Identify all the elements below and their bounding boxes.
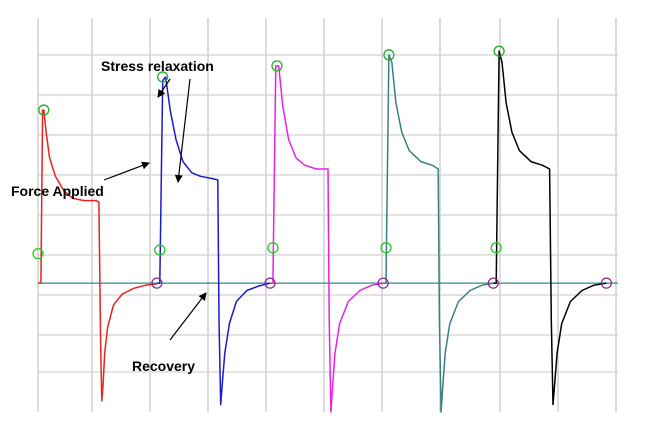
arrow-stress-relaxation-to-peak <box>157 78 171 98</box>
peak-marker-2 <box>157 71 169 83</box>
recovery-marker-3 <box>377 277 389 289</box>
annotation-force-applied: Force Applied <box>11 183 104 199</box>
series-line-cycle-4 <box>383 54 494 413</box>
recovery-marker-2 <box>264 277 276 289</box>
peak-marker-1 <box>38 104 50 116</box>
peak-marker-5 <box>493 45 505 57</box>
series-line-cycle-2 <box>156 76 271 406</box>
peak-marker-3 <box>271 60 283 72</box>
onset-marker-5 <box>490 242 502 254</box>
series-line-cycle-1 <box>38 109 157 402</box>
series-line-cycle-5 <box>493 50 607 406</box>
onset-marker-1 <box>32 248 44 260</box>
annotation-stress-relaxation: Stress relaxation <box>101 58 214 74</box>
recovery-marker-1 <box>151 277 163 289</box>
recovery-marker-4 <box>487 277 499 289</box>
onset-marker-3 <box>267 242 279 254</box>
series-group <box>38 50 607 413</box>
markers-group <box>32 45 613 289</box>
recovery-marker-5 <box>600 277 613 289</box>
series-line-cycle-3 <box>270 65 384 413</box>
onset-marker-4 <box>380 242 392 254</box>
annotations-group: Stress relaxation Force Applied Recovery <box>11 58 214 374</box>
annotation-recovery: Recovery <box>132 358 195 374</box>
peak-marker-4 <box>383 49 395 61</box>
onset-marker-2 <box>154 244 166 256</box>
arrow-force-applied <box>103 161 150 181</box>
arrow-recovery <box>169 292 207 341</box>
arrow-stress-relaxation-to-curve <box>174 78 191 183</box>
